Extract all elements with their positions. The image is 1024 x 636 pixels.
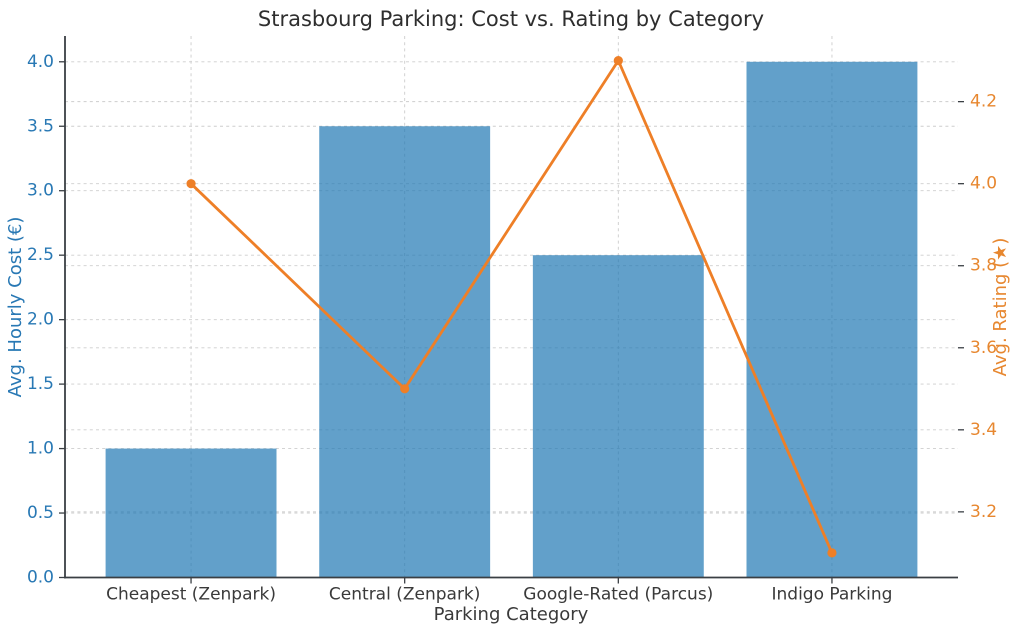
left-tick-label: 0.5 [27,503,54,523]
x-tick-label: Cheapest (Zenpark) [106,585,276,605]
left-tick-label: 3.0 [27,181,54,201]
tick-marks-and-labels-layer: 0.0 0.5 1.0 1.5 2.0 2.5 3.0 3.5 4.0 3.2 3.4 3.6 3.8 4… [27,52,997,605]
rating-line [189,59,834,555]
left-tick-label: 3.5 [27,116,54,136]
rating-marker [613,56,623,66]
cost-bar [746,61,918,578]
cost-bar [105,448,277,578]
left-tick-label: 1.0 [27,439,54,459]
chart-title: Strasbourg Parking: Cost vs. Rating by C… [258,7,764,31]
cost-bar [319,126,491,578]
bars-layer [105,61,918,578]
x-tick-label: Central (Zenpark) [329,585,481,605]
rating-marker [186,179,196,189]
left-tick-label: 1.5 [27,374,54,394]
rating-line-layer [186,56,837,558]
left-y-axis-label: Avg. Hourly Cost (€) [5,217,26,398]
right-tick-label: 3.8 [970,256,997,276]
left-tick-label: 4.0 [27,52,54,72]
left-tick-label: 0.0 [27,568,54,588]
right-tick-label: 3.2 [970,502,997,522]
cost-bar [532,255,704,578]
right-tick-label: 3.6 [970,338,997,358]
right-tick-label: 4.0 [970,174,997,194]
x-tick-label: Indigo Parking [771,585,892,605]
right-tick-label: 3.4 [970,420,997,440]
left-tick-label: 2.5 [27,245,54,265]
left-tick-label: 2.0 [27,310,54,330]
rating-marker [400,384,410,394]
right-tick-label: 4.2 [970,92,997,112]
x-tick-label: Google-Rated (Parcus) [523,585,713,605]
x-axis-label: Parking Category [434,604,589,625]
rating-marker [827,548,837,558]
right-y-axis-label: Avg. Rating (★) [990,238,1011,377]
